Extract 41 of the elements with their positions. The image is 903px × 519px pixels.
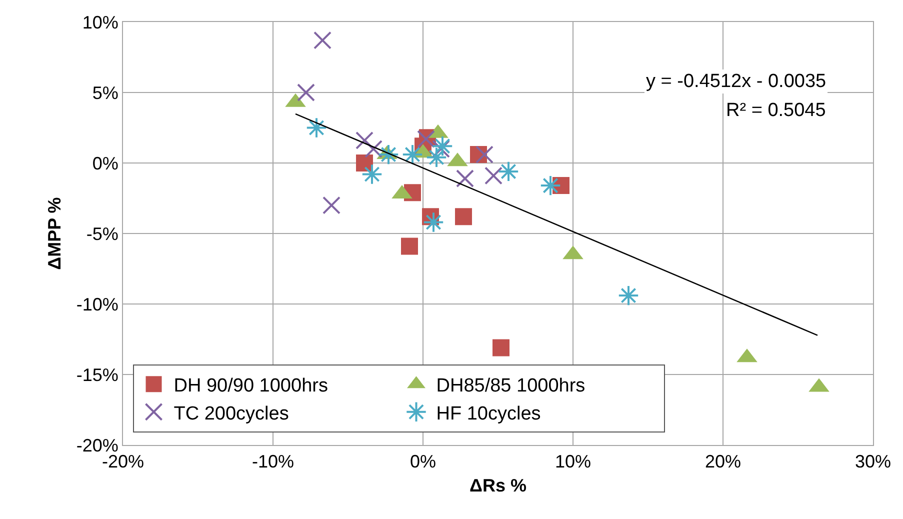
- point: [314, 31, 332, 50]
- point: [378, 144, 400, 166]
- x-axis-title: ΔRs %: [470, 476, 526, 496]
- annotation: y = -0.4512x - 0.0035: [646, 71, 826, 92]
- x-tick-label: 10%: [554, 452, 592, 472]
- legend-label: TC 200cycles: [174, 403, 289, 424]
- point: [297, 84, 315, 102]
- point: [356, 131, 374, 150]
- legend-label: HF 10cycles: [436, 403, 541, 424]
- point: [540, 174, 562, 196]
- point: [322, 196, 340, 214]
- point: [498, 160, 520, 182]
- y-tick-label: 0%: [92, 153, 118, 174]
- point: [484, 166, 502, 185]
- point: [455, 208, 472, 226]
- y-tick-label: 10%: [82, 12, 118, 32]
- x-tick-label: 0%: [410, 452, 436, 472]
- y-tick-label: -20%: [76, 435, 118, 456]
- point: [364, 140, 382, 158]
- point: [456, 170, 474, 188]
- x-tick-label: -10%: [252, 452, 294, 472]
- annotation: R² = 0.5045: [726, 100, 826, 121]
- point: [306, 117, 328, 138]
- point: [361, 164, 383, 185]
- point: [618, 284, 640, 306]
- point: [422, 212, 444, 233]
- point: [401, 238, 418, 255]
- point: [492, 339, 510, 356]
- y-axis-title: ΔMPP %: [44, 197, 65, 270]
- x-tick-label: 20%: [704, 452, 742, 472]
- x-tick-label: 30%: [854, 452, 892, 472]
- legend-label: DH85/85 1000hrs: [436, 376, 586, 397]
- point: [402, 144, 424, 166]
- point: [432, 135, 454, 157]
- y-tick-label: -15%: [76, 364, 118, 385]
- point: [426, 146, 448, 168]
- point: [476, 146, 494, 164]
- y-tick-label: 5%: [92, 82, 118, 103]
- y-tick-label: -10%: [76, 294, 118, 314]
- legend-label: DH 90/90 1000hrs: [174, 376, 328, 397]
- y-tick-label: -5%: [86, 224, 118, 244]
